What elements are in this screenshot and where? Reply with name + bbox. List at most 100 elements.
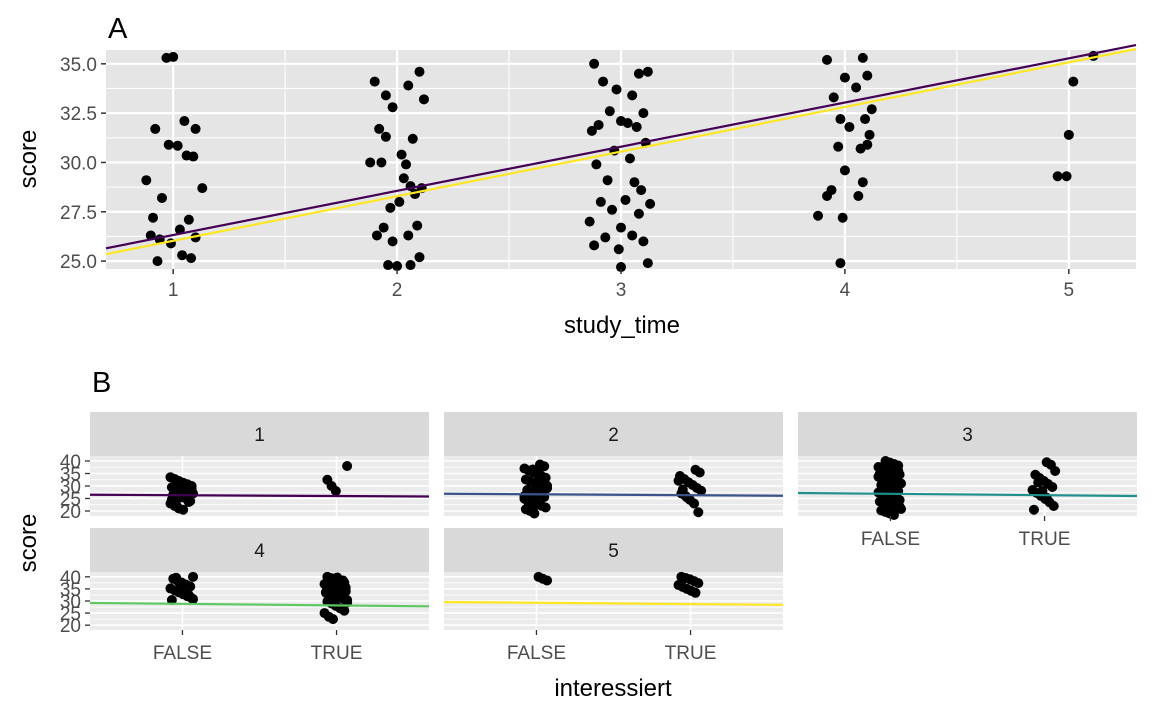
panel-a-point (591, 159, 602, 170)
panel-a-y-tick-label: 35.0 (60, 55, 97, 76)
facet-point (1033, 477, 1044, 488)
facet-point (540, 502, 551, 513)
panel-a-point (405, 260, 416, 271)
panel-a-point (835, 114, 846, 125)
panel-a-point (378, 222, 389, 233)
facet-point (175, 480, 186, 490)
panel-a-point (584, 216, 595, 227)
facet-point (532, 482, 543, 493)
panel-a-point (369, 76, 380, 87)
panel-a-point (392, 261, 403, 272)
panel-a-point (374, 123, 385, 134)
facet-point (693, 578, 704, 589)
panel-a-tag: A (108, 13, 128, 45)
panel-a-x-tick-label: 2 (392, 280, 403, 301)
facet-strip-label: 2 (608, 425, 619, 446)
facet-point (874, 468, 885, 479)
panel-a-y-tick-label: 30.0 (60, 153, 97, 174)
panel-a-point (611, 84, 622, 95)
panel-a-point (631, 121, 642, 132)
facet-y-tick-label: 40 (60, 568, 81, 589)
facet-point (690, 587, 701, 598)
panel-a-point (385, 202, 396, 213)
panel-a-point (833, 141, 844, 152)
panel-a-point (844, 121, 855, 132)
panel-a-point (190, 123, 201, 134)
panel-a-point (837, 212, 848, 223)
panel-a-point (152, 256, 163, 267)
facet-point (333, 585, 344, 596)
facet-strip (90, 412, 429, 456)
panel-a-point (636, 185, 647, 196)
panel-a-point (1063, 129, 1074, 140)
facet-x-tick-label: TRUE (665, 643, 717, 664)
facet-point (689, 498, 700, 509)
panel-a-point (866, 104, 877, 115)
panel-a-point (616, 262, 626, 273)
panel-a-point (141, 175, 152, 186)
panel-a-point (398, 173, 409, 184)
facet-point (188, 594, 199, 605)
panel-a-point (371, 230, 382, 241)
panel-a-point (864, 129, 875, 140)
facet-y-tick-label: 35 (60, 465, 81, 486)
facet-y-tick-label: 20 (60, 616, 81, 637)
facet-point (166, 595, 177, 606)
panel-a-point (642, 258, 653, 269)
panel-a-point (589, 240, 600, 251)
facet-point (896, 478, 907, 489)
panel-a-point (174, 224, 185, 235)
facet-x-tick-label: FALSE (153, 643, 212, 664)
facet-point (1028, 504, 1039, 515)
facet-y-tick-label: 30 (60, 592, 81, 613)
facet-point (673, 475, 684, 486)
panel-a-point (860, 114, 871, 125)
facet-point (894, 501, 905, 512)
facet-point (682, 492, 693, 503)
panel-a-point (828, 92, 839, 103)
facet-point (883, 486, 894, 497)
facet-point (696, 485, 707, 496)
facet-y-tick-label: 20 (60, 502, 81, 523)
panel-a-point (645, 198, 656, 209)
panel-a-point (633, 68, 644, 79)
panel-a-point (629, 177, 640, 188)
panel-a-point (186, 253, 197, 264)
facet-point (330, 486, 341, 496)
panel-a-point (365, 157, 376, 168)
panel-a-point (414, 66, 425, 77)
panel-a-point (183, 214, 194, 225)
facet-5: 5 FALSE TRUE (443, 528, 784, 664)
panel-a-point (179, 116, 190, 127)
panel-b-y-axis-title: score (15, 514, 42, 573)
facet-point (527, 464, 538, 475)
facet-point (523, 498, 534, 509)
panel-a-ticks: 25.0 27.5 30.0 32.5 35.0 1 2 3 4 5 (60, 55, 1074, 301)
facet-x-tick-label: FALSE (507, 643, 566, 664)
facet-point (879, 479, 890, 490)
facet-2: 2 (443, 412, 784, 519)
facet-point (542, 575, 553, 586)
panel-a-point (414, 252, 425, 263)
panel-a-point (862, 139, 873, 150)
panel-a-point (642, 66, 653, 77)
panel-a-x-tick-label: 4 (840, 280, 851, 301)
panel-a-x-tick-label: 3 (616, 280, 627, 301)
facet-strip-label: 1 (254, 425, 265, 446)
panel-a-point (627, 90, 638, 101)
facet-strip (798, 412, 1137, 456)
panel-b-tag: B (92, 367, 111, 399)
facet-point (693, 507, 704, 518)
facet-point (1050, 466, 1061, 476)
panel-a-point (394, 196, 405, 207)
panel-a-fit-line (105, 47, 1137, 256)
panel-a-x-axis-title: study_time (564, 312, 680, 339)
facet-point (1047, 482, 1058, 492)
panel-a-point (387, 236, 398, 247)
panel-a-point (595, 196, 606, 207)
panel-a-point (822, 191, 832, 201)
panel-a-point (835, 258, 846, 269)
